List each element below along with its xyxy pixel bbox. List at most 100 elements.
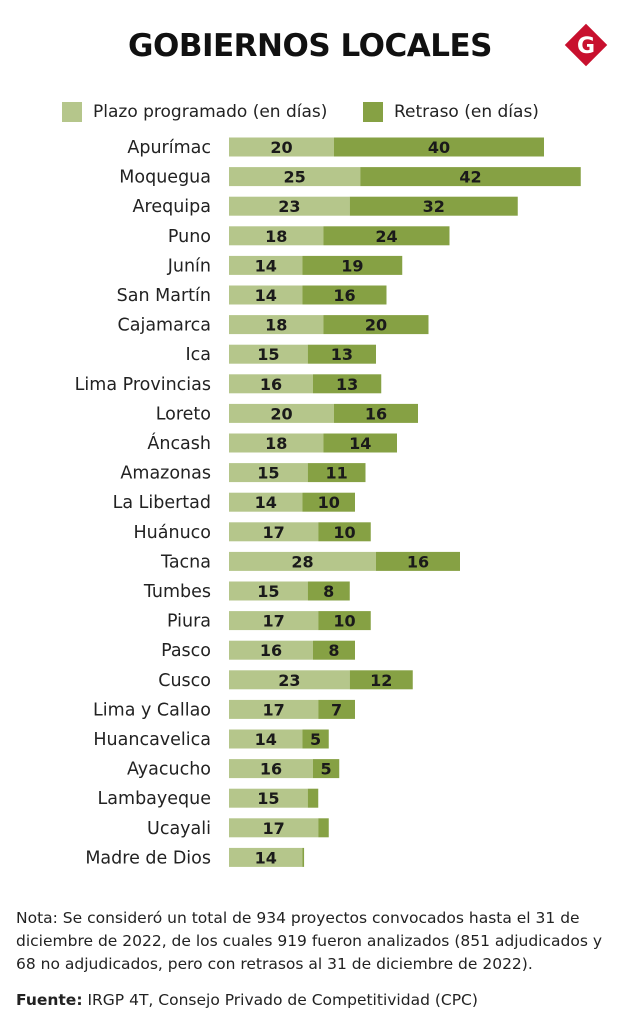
bar-retraso (313, 759, 340, 779)
data-label-retraso: 16 (365, 404, 387, 423)
category-label: Junín (167, 256, 211, 276)
data-label-plazo: 18 (265, 316, 287, 335)
data-label-retraso: 10 (333, 612, 355, 631)
data-label-plazo: 17 (262, 819, 284, 838)
category-label: San Martín (117, 286, 211, 306)
bar-retraso (318, 611, 371, 631)
bar-retraso (323, 315, 429, 335)
legend-swatch-retraso (363, 102, 383, 122)
bar-plazo (229, 611, 319, 631)
chart-title: GOBIERNOS LOCALES (128, 28, 492, 64)
bar-retraso (318, 522, 371, 542)
category-label: Moquegua (119, 168, 211, 188)
data-label-plazo: 14 (255, 730, 277, 749)
bar-retraso (349, 670, 413, 690)
category-label: Cusco (158, 671, 211, 691)
data-label-retraso: 13 (331, 345, 353, 364)
data-label-plazo: 20 (270, 404, 292, 423)
data-label-retraso: 10 (333, 523, 355, 542)
data-label-retraso: 19 (341, 256, 363, 275)
data-label-plazo: 23 (278, 671, 300, 690)
data-label-plazo: 15 (257, 464, 279, 483)
data-label-retraso: 10 (318, 493, 340, 512)
data-label-retraso: 14 (349, 434, 371, 453)
bar-plazo (229, 433, 324, 453)
bar-retraso (323, 226, 450, 246)
bar-retraso (334, 137, 544, 157)
bar-chart: Apurímac 20 40 Moquegua 25 42 Arequipa 23 32 Puno… (75, 137, 581, 868)
bar-plazo (229, 463, 308, 483)
data-label-plazo: 14 (255, 493, 277, 512)
data-label-retraso: 12 (370, 671, 392, 690)
chart-legend: Plazo programado (en días) Retraso (en d… (0, 100, 620, 124)
data-label-plazo: 14 (255, 256, 277, 275)
category-label: Arequipa (133, 197, 211, 217)
category-label: Piura (167, 612, 211, 632)
legend-item-plazo: Plazo programado (en días) (62, 100, 327, 124)
data-label-plazo: 15 (257, 789, 279, 808)
data-label-retraso: 5 (321, 760, 332, 779)
data-label-retraso: 32 (423, 197, 445, 216)
category-label: Lambayeque (98, 789, 211, 809)
data-label-plazo: 25 (283, 168, 305, 187)
bar-retraso (334, 403, 418, 423)
logo-letter: G (577, 34, 595, 59)
legend-swatch-plazo (62, 102, 82, 122)
bar-plazo (229, 167, 361, 187)
data-label-retraso: 8 (323, 582, 334, 601)
category-label: Huancavelica (93, 730, 211, 750)
bar-plazo (229, 226, 324, 246)
bar-plazo (229, 403, 334, 423)
bar-plazo (229, 640, 313, 660)
bar-retraso (307, 788, 319, 808)
bar-plazo (229, 255, 303, 275)
legend-item-retraso: Retraso (en días) (363, 100, 539, 124)
data-label-plazo: 15 (257, 582, 279, 601)
category-label: Ucayali (147, 819, 211, 839)
category-label: Áncash (147, 432, 211, 454)
bar-retraso (360, 167, 581, 187)
bar-plazo (229, 788, 308, 808)
category-label: Apurímac (127, 138, 211, 158)
bar-plazo (229, 729, 303, 749)
data-label-retraso: 42 (459, 168, 481, 187)
bar-retraso (307, 463, 366, 483)
data-label-plazo: 28 (291, 552, 313, 571)
bar-plazo (229, 847, 303, 867)
bar-plazo (229, 492, 303, 512)
data-label-plazo: 14 (255, 848, 277, 867)
bar-retraso (323, 433, 397, 453)
data-label-retraso: 24 (375, 227, 397, 246)
bar-plazo (229, 581, 308, 601)
category-label: Ica (185, 345, 211, 365)
category-label: La Libertad (113, 493, 211, 513)
data-label-plazo: 16 (260, 375, 282, 394)
data-label-plazo: 17 (262, 612, 284, 631)
source-text: IRGP 4T, Consejo Privado de Competitivid… (82, 991, 478, 1009)
data-label-retraso: 8 (328, 641, 339, 660)
data-label-retraso: 5 (310, 730, 321, 749)
data-label-plazo: 15 (257, 345, 279, 364)
bar-plazo (229, 285, 303, 305)
category-label: Loreto (156, 404, 211, 424)
bar-plazo (229, 818, 319, 838)
data-label-plazo: 16 (260, 641, 282, 660)
bar-plazo (229, 759, 313, 779)
bar-plazo (229, 699, 319, 719)
data-label-plazo: 18 (265, 434, 287, 453)
bar-retraso (302, 285, 387, 305)
bar-retraso (307, 581, 350, 601)
category-label: Cajamarca (118, 316, 211, 336)
category-label: Pasco (161, 641, 211, 661)
footnote: Nota: Se consideró un total de 934 proye… (16, 909, 603, 973)
bar-retraso (313, 374, 382, 394)
category-label: Madre de Dios (85, 848, 211, 868)
bar-retraso (318, 818, 329, 838)
data-label-plazo: 17 (262, 523, 284, 542)
bar-retraso (376, 551, 460, 571)
bar-plazo (229, 344, 308, 364)
data-label-retraso: 20 (365, 316, 387, 335)
brand-logo-icon: G (564, 23, 608, 67)
category-label: Tumbes (143, 582, 211, 602)
bar-retraso (349, 196, 518, 216)
